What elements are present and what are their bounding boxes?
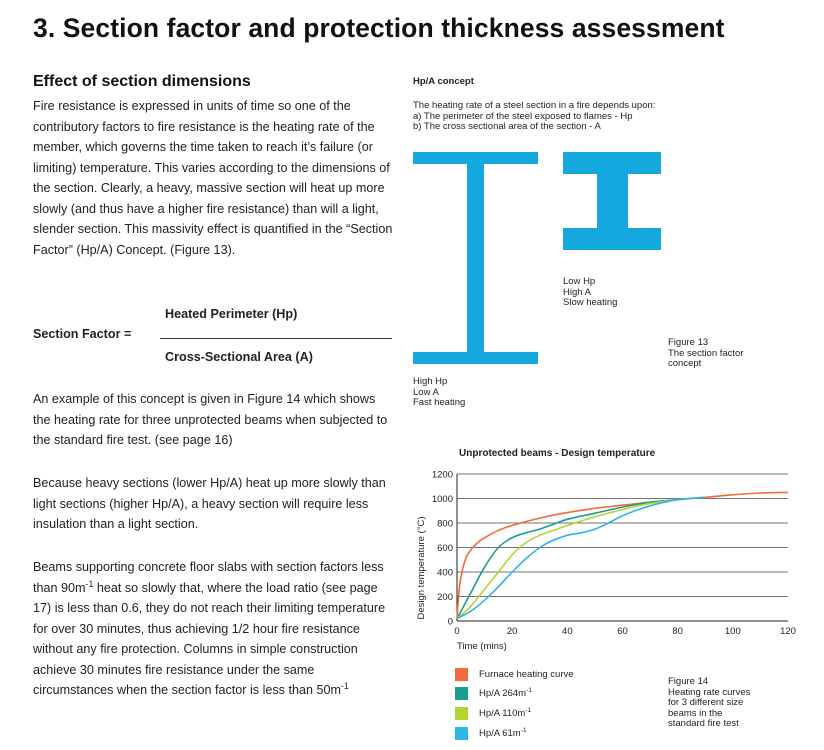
para4-sup: -1 bbox=[85, 578, 94, 589]
x-tick-label-0: 0 bbox=[454, 626, 459, 637]
chart-x-ticks: 0 20 40 60 80 100 120 bbox=[454, 626, 796, 637]
fig14-caption-line3: for 3 different size bbox=[668, 697, 744, 708]
fig14-caption-line2: Heating rate curves bbox=[668, 686, 751, 698]
chart-grid bbox=[456, 473, 788, 622]
legend-swatch-110 bbox=[455, 707, 468, 720]
legend-label-264-text: Hp/A 264m bbox=[479, 688, 526, 699]
fig13-intro-line1: The heating rate of a steel section in a… bbox=[413, 100, 656, 111]
heavy-label-high-a: High A bbox=[563, 286, 591, 298]
light-label-fast-heating: Fast heating bbox=[413, 397, 466, 408]
x-tick-label-120: 120 bbox=[780, 626, 796, 637]
fig13-intro-line2: a) The perimeter of the steel exposed to… bbox=[413, 110, 633, 122]
legend-label-110: Hp/A 110m-1 bbox=[479, 706, 532, 719]
fig13-caption-line3: concept bbox=[668, 358, 702, 369]
x-tick-label-20: 20 bbox=[507, 626, 518, 637]
light-section-top-flange bbox=[413, 152, 538, 164]
paragraph-example-text: An example of this concept is given in F… bbox=[33, 392, 388, 447]
heavy-label-slow-heating: Slow heating bbox=[563, 297, 618, 308]
heating-rate-chart: Unprotected beams - Design temperature 0… bbox=[416, 448, 796, 652]
y-tick-label-1000: 1000 bbox=[432, 494, 453, 505]
heavy-section-web bbox=[597, 174, 628, 228]
light-section-labels: High Hp Low A Fast heating bbox=[413, 376, 466, 409]
paragraph-example: An example of this concept is given in F… bbox=[33, 389, 393, 451]
chart-series-lines bbox=[456, 491, 789, 620]
para4-sup2: -1 bbox=[341, 680, 349, 691]
fig14-caption-line4: beams in the bbox=[668, 707, 723, 719]
legend-label-furnace: Furnace heating curve bbox=[479, 669, 574, 680]
light-section-bottom-flange bbox=[413, 352, 538, 364]
legend-label-61: Hp/A 61m-1 bbox=[479, 726, 527, 739]
fig13-intro-line3: b) The cross sectional area of the secti… bbox=[413, 121, 601, 132]
heavy-section-top-flange bbox=[563, 152, 661, 174]
formula-label: Section Factor = bbox=[33, 327, 132, 341]
legend-label-61-sup: -1 bbox=[520, 726, 527, 734]
fig14-caption-line1: Figure 14 bbox=[668, 676, 709, 687]
formula-divider bbox=[160, 338, 392, 339]
paragraph-intro: Fire resistance is expressed in units of… bbox=[33, 96, 393, 260]
fig13-caption: Figure 13 The section factor concept bbox=[668, 337, 744, 370]
paragraph-beams-columns: Beams supporting concrete floor slabs wi… bbox=[33, 557, 393, 701]
legend-label-264-sup: -1 bbox=[526, 686, 532, 694]
legend-label-61-text: Hp/A 61m bbox=[479, 728, 521, 739]
legend-label-110-sup: -1 bbox=[525, 706, 532, 714]
heavy-label-low-hp: Low Hp bbox=[563, 276, 596, 287]
series-line-0 bbox=[456, 491, 789, 619]
chart-y-axis-label: Design temperature (°C) bbox=[416, 516, 427, 619]
fig13-heading: Hp/A concept bbox=[413, 76, 474, 87]
paragraph-heavy-light-text: Because heavy sections (lower Hp/A) heat… bbox=[33, 476, 386, 531]
heavy-section-labels: Low Hp High A Slow heating bbox=[563, 276, 618, 309]
y-tick-label-400: 400 bbox=[437, 568, 453, 579]
fig13-caption-line1: Figure 13 bbox=[668, 337, 709, 348]
light-label-high-hp: High Hp bbox=[413, 376, 448, 387]
y-tick-label-600: 600 bbox=[437, 543, 453, 554]
series-line-3 bbox=[456, 496, 706, 620]
page-title: 3. Section factor and protection thickne… bbox=[33, 13, 725, 43]
heavy-section-bottom-flange bbox=[563, 228, 661, 250]
y-tick-label-0: 0 bbox=[448, 617, 453, 628]
chart-x-axis-label: Time (mins) bbox=[457, 641, 507, 652]
y-tick-label-1200: 1200 bbox=[432, 470, 453, 481]
legend-label-110-text: Hp/A 110m bbox=[479, 708, 526, 719]
chart-y-ticks: 0 200 400 600 800 1000 1200 bbox=[432, 470, 453, 628]
series-line-1 bbox=[456, 498, 678, 619]
fig13-intro: The heating rate of a steel section in a… bbox=[413, 100, 656, 133]
series-line-2 bbox=[456, 498, 678, 620]
formula-numerator: Heated Perimeter (Hp) bbox=[165, 307, 298, 321]
x-tick-label-40: 40 bbox=[562, 626, 573, 637]
y-tick-label-200: 200 bbox=[437, 592, 453, 603]
light-section-web bbox=[467, 164, 484, 352]
fig14-caption-line5: standard fire test bbox=[668, 718, 739, 729]
chart-title: Unprotected beams - Design temperature bbox=[459, 448, 656, 459]
para4-part-b: heat so slowly that, where the load rati… bbox=[33, 580, 386, 698]
y-tick-label-800: 800 bbox=[437, 519, 453, 530]
paragraph-beams-columns-text: Beams supporting concrete floor slabs wi… bbox=[33, 557, 393, 701]
fig13-caption-line2: The section factor bbox=[668, 347, 744, 359]
legend-label-264: Hp/A 264m-1 bbox=[479, 686, 532, 699]
formula-denominator: Cross-Sectional Area (A) bbox=[165, 350, 313, 364]
fig14-caption: Figure 14 Heating rate curves for 3 diff… bbox=[668, 676, 751, 730]
para4-part-a: Beams supporting concrete floor slabs wi… bbox=[33, 560, 384, 595]
x-tick-label-100: 100 bbox=[725, 626, 741, 637]
legend-swatch-264 bbox=[455, 687, 468, 700]
light-label-low-a: Low A bbox=[413, 386, 439, 398]
x-tick-label-80: 80 bbox=[672, 626, 683, 637]
legend-swatch-61 bbox=[455, 727, 468, 740]
x-tick-label-60: 60 bbox=[617, 626, 628, 637]
paragraph-heavy-light: Because heavy sections (lower Hp/A) heat… bbox=[33, 473, 393, 535]
section-subtitle: Effect of section dimensions bbox=[33, 73, 251, 90]
paragraph-intro-text: Fire resistance is expressed in units of… bbox=[33, 99, 393, 257]
legend-swatch-furnace bbox=[455, 668, 468, 681]
